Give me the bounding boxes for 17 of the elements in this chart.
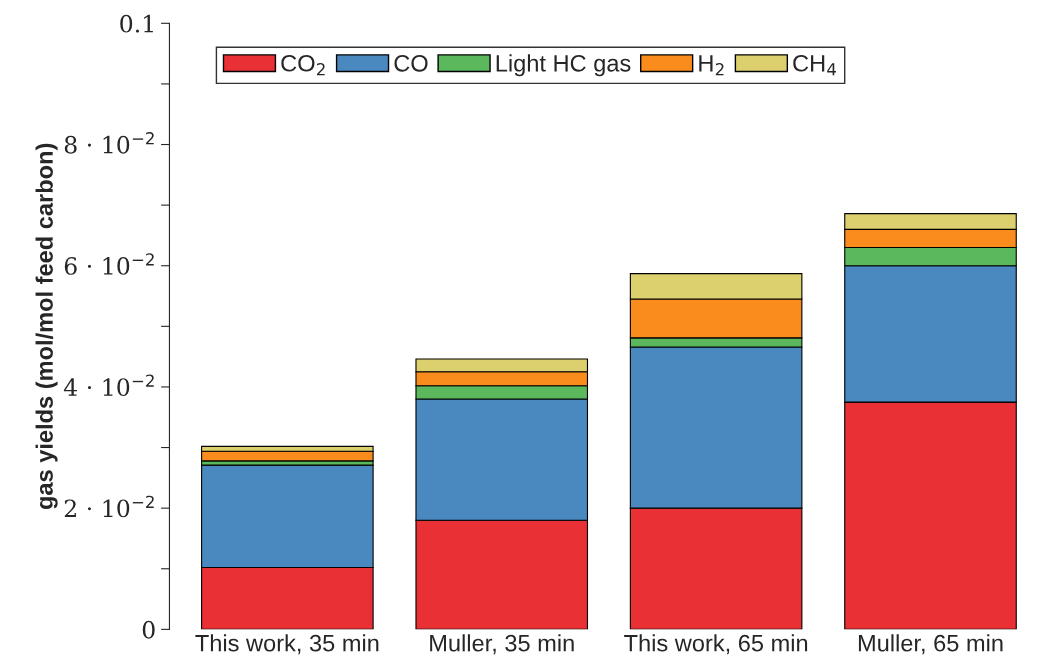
legend-label: CO xyxy=(394,54,428,72)
x-tick-label: This work, 35 min xyxy=(195,634,379,655)
legend-label: H$_{2}$ xyxy=(699,55,724,76)
y-tick-label: 2 · 10$^{−2}$ xyxy=(64,495,154,518)
legend-label: Light HC gas xyxy=(496,54,631,77)
y-tick-label: 0 xyxy=(142,620,155,639)
y-tick-label: 0.1 xyxy=(120,14,153,33)
y-axis-title: gas yields (mol/mol feed carbon) xyxy=(35,143,58,510)
x-tick-label: This work, 65 min xyxy=(624,634,808,655)
x-tick-label: Muller, 65 min xyxy=(858,634,1003,655)
legend-label: CH$_{4}$ xyxy=(793,54,836,76)
x-tick-label: Muller, 35 min xyxy=(430,634,574,655)
bar xyxy=(201,450,374,462)
legend-label: CO$_{2}$ xyxy=(281,54,325,76)
y-tick-label: 8 · 10$^{−2}$ xyxy=(64,132,154,154)
y-tick-label: 6 · 10$^{−2}$ xyxy=(64,253,154,275)
y-tick-label: 4 · 10$^{−2}$ xyxy=(63,374,154,397)
